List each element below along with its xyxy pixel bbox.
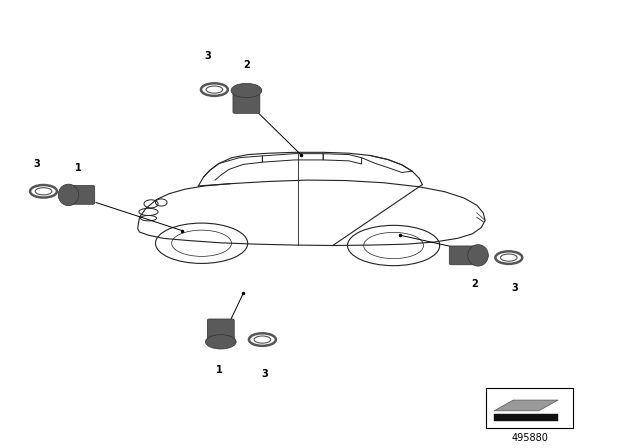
Text: 495880: 495880 xyxy=(511,433,548,443)
Bar xyxy=(486,388,573,428)
Text: 3: 3 xyxy=(512,283,518,293)
Polygon shape xyxy=(494,400,558,411)
Text: 2: 2 xyxy=(243,60,250,70)
Polygon shape xyxy=(494,414,558,421)
Text: 3: 3 xyxy=(261,369,268,379)
Ellipse shape xyxy=(231,83,262,98)
Text: 3: 3 xyxy=(205,51,211,61)
FancyBboxPatch shape xyxy=(65,185,95,204)
Ellipse shape xyxy=(468,245,488,266)
Ellipse shape xyxy=(205,335,236,349)
Text: 1: 1 xyxy=(75,163,81,173)
Ellipse shape xyxy=(58,184,79,206)
Text: 1: 1 xyxy=(216,365,223,375)
Bar xyxy=(239,88,254,96)
FancyBboxPatch shape xyxy=(449,246,479,265)
FancyBboxPatch shape xyxy=(207,319,234,340)
Text: 2: 2 xyxy=(472,280,478,289)
Text: 3: 3 xyxy=(34,159,40,168)
FancyBboxPatch shape xyxy=(233,93,260,113)
